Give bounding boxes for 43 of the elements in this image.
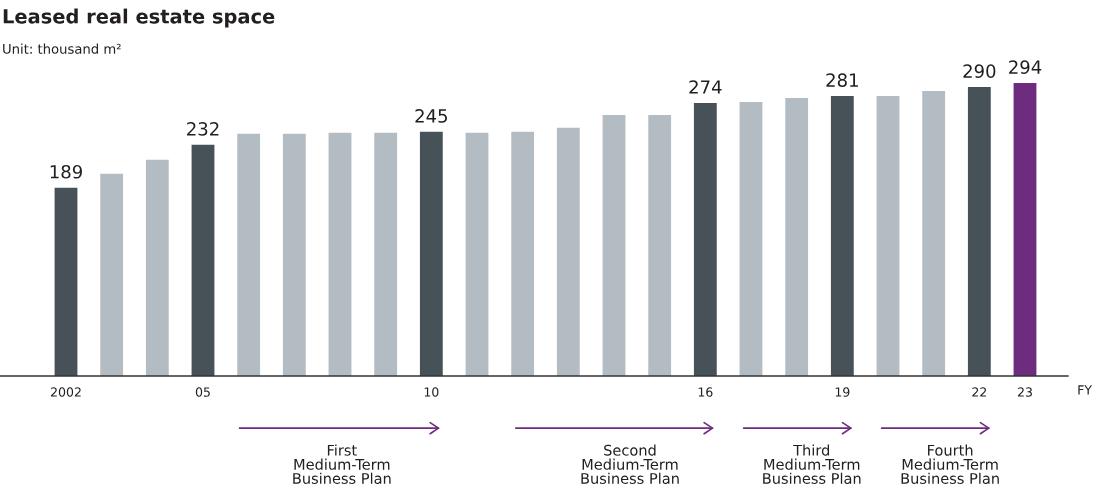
data-label: 189 — [50, 164, 82, 179]
bar — [465, 132, 489, 376]
bar — [1013, 83, 1037, 376]
bar — [602, 114, 626, 376]
bar — [830, 95, 854, 376]
bar — [693, 102, 717, 376]
text: Second Medium-Term Business Plan — [581, 444, 679, 484]
bar — [511, 131, 535, 376]
x-tick-label: 23 — [1017, 387, 1032, 397]
bar — [237, 133, 261, 376]
bar — [785, 97, 809, 376]
x-tick-label: 2002 — [51, 387, 81, 397]
text: First Medium-Term Business Plan — [293, 444, 391, 484]
bar — [145, 159, 169, 376]
x-tick-label: 19 — [835, 387, 850, 397]
bar — [922, 90, 946, 376]
chart-title: Leased real estate space — [3, 8, 275, 28]
data-label: 281 — [826, 73, 858, 87]
bar — [876, 95, 900, 376]
bar — [282, 133, 306, 376]
bar — [54, 187, 78, 376]
bar — [191, 144, 215, 376]
bar — [374, 132, 398, 376]
bar — [328, 132, 352, 376]
data-label: 245 — [415, 109, 447, 123]
bar — [556, 127, 580, 376]
text: Fourth Medium-Term Business Plan — [901, 444, 999, 484]
bar — [100, 173, 124, 376]
bar — [419, 131, 443, 376]
x-tick-label: 05 — [195, 387, 210, 397]
bar — [648, 114, 672, 376]
x-axis-title: FY — [1078, 385, 1093, 395]
x-tick-label: 22 — [972, 387, 987, 397]
text: Third Medium-Term Business Plan — [763, 444, 861, 484]
x-tick-label: 16 — [698, 387, 713, 397]
data-label: 290 — [963, 64, 996, 78]
data-label: 232 — [187, 122, 219, 136]
bar — [739, 101, 763, 376]
x-tick-label: 10 — [424, 387, 439, 397]
data-label: 274 — [689, 80, 722, 94]
chart-subtitle: Unit: thousand m² — [3, 43, 121, 54]
data-label: 294 — [1009, 60, 1042, 74]
bar — [967, 86, 991, 376]
